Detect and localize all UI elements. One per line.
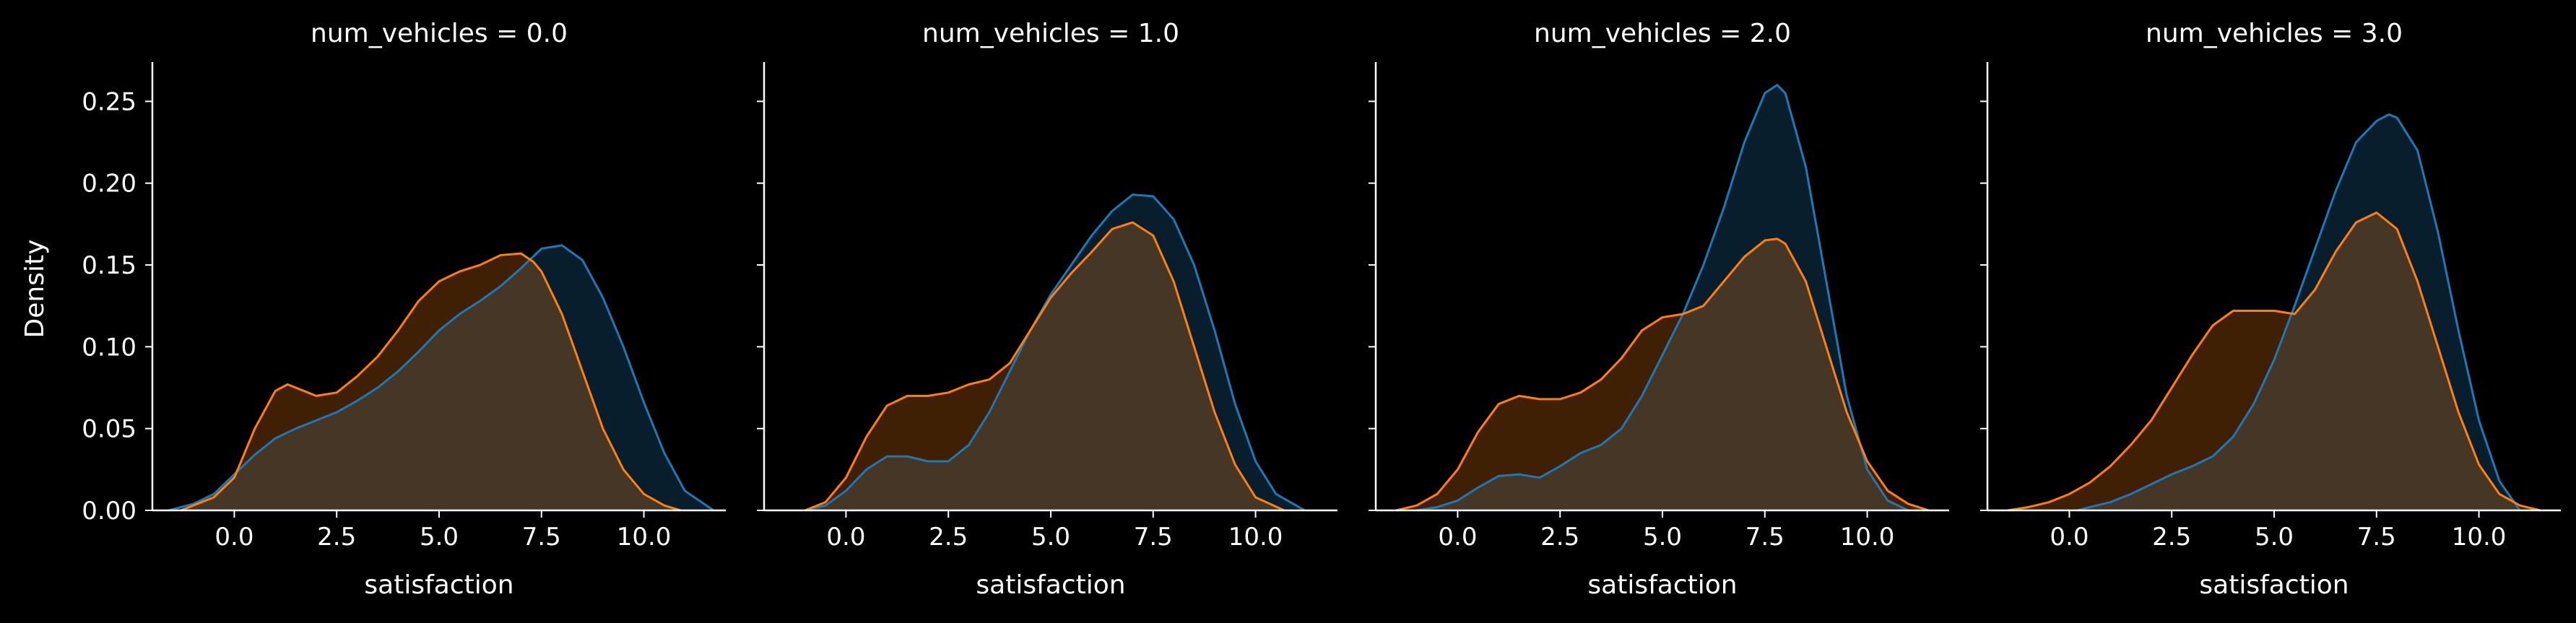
x-tick-label: 10.0	[2452, 523, 2507, 552]
y-tick-label: 0.25	[82, 87, 136, 116]
x-tick-label: 10.0	[617, 523, 672, 552]
x-tick-label: 0.0	[2050, 523, 2089, 552]
density-area-series-1	[181, 253, 681, 510]
density-line-series-0	[1416, 84, 1909, 512]
density-line-series-1	[1396, 238, 1930, 512]
density-area-series-0	[805, 194, 1305, 510]
x-axis-label: satisfaction	[976, 570, 1125, 600]
y-tick-label: 0.10	[82, 333, 136, 362]
density-area-series-1	[1396, 238, 1929, 510]
x-tick-label: 5.0	[2255, 523, 2294, 552]
density-line-series-0	[805, 193, 1306, 512]
density-line-series-0	[2077, 113, 2521, 512]
facet-panel-1: num_vehicles = 1.0 0.0 2.5 5.0 7.5 10.0 satisf…	[757, 19, 1337, 600]
y-tick-label: 0.15	[82, 251, 136, 280]
density-area-series-0	[168, 245, 714, 510]
panels: num_vehicles = 0.0 0.0 2.5 5.0 7.5 10.0 0.00 0.…	[82, 19, 2561, 600]
facet-panel-2: num_vehicles = 2.0 0.0 2.5 5.0 7.5 10.0 satisf…	[1369, 19, 1949, 600]
x-tick-label: 10.0	[1228, 523, 1283, 552]
x-axis-label: satisfaction	[364, 570, 513, 600]
density-line-series-1	[181, 252, 682, 512]
density-line-series-0	[168, 244, 714, 512]
x-tick-label: 2.5	[317, 523, 356, 552]
x-tick-label: 5.0	[1643, 523, 1682, 552]
x-tick-label: 7.5	[2357, 523, 2396, 552]
x-tick-label: 0.0	[1438, 523, 1477, 552]
x-tick-label: 7.5	[1745, 523, 1784, 552]
facet-panel-3: num_vehicles = 3.0 0.0 2.5 5.0 7.5 10.0 satisf…	[1980, 19, 2561, 600]
x-tick-label: 2.5	[1540, 523, 1579, 552]
x-tick-label: 2.5	[2152, 523, 2191, 552]
x-axis-label: satisfaction	[1587, 570, 1737, 600]
x-tick-label: 0.0	[214, 523, 253, 552]
x-axis-label: satisfaction	[2199, 570, 2349, 600]
x-tick-label: 5.0	[420, 523, 459, 552]
x-tick-label: 7.5	[522, 523, 561, 552]
density-line-series-1	[2008, 212, 2541, 512]
density-area-series-0	[1416, 84, 1909, 511]
y-tick-label: 0.20	[82, 170, 136, 199]
density-line-series-1	[805, 221, 1285, 512]
panel-title: num_vehicles = 3.0	[2146, 19, 2403, 48]
panel-title: num_vehicles = 2.0	[1534, 19, 1791, 48]
facet-panel-0: num_vehicles = 0.0 0.0 2.5 5.0 7.5 10.0 0.00 0.…	[82, 19, 726, 600]
y-axis-label: Density	[20, 240, 50, 339]
x-tick-label: 5.0	[1031, 523, 1070, 552]
y-tick-label: 0.05	[82, 415, 136, 444]
x-tick-label: 10.0	[1840, 523, 1895, 552]
density-area-series-0	[2077, 114, 2520, 510]
panel-title: num_vehicles = 1.0	[922, 19, 1179, 48]
panel-title: num_vehicles = 0.0	[311, 19, 568, 48]
density-area-series-1	[805, 222, 1285, 510]
x-tick-label: 0.0	[826, 523, 865, 552]
y-tick-label: 0.00	[82, 497, 136, 526]
x-tick-label: 2.5	[929, 523, 968, 552]
x-tick-label: 7.5	[1134, 523, 1173, 552]
